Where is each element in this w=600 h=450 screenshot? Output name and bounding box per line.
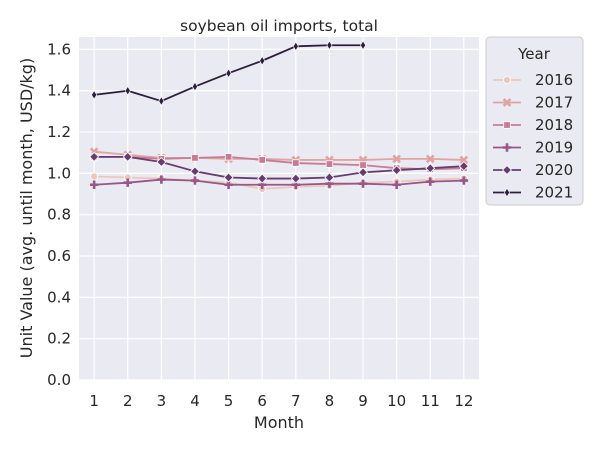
- legend-swatch-marker: [504, 187, 510, 198]
- data-point: [259, 55, 266, 66]
- legend-label: 2021: [535, 184, 573, 202]
- x-tick-label: 5: [224, 392, 234, 410]
- data-point: [459, 176, 469, 185]
- x-tick-label: 4: [190, 392, 200, 410]
- legend-swatch-marker: [502, 76, 511, 85]
- y-ticks: 0.0 0.2 0.4 0.6 0.8 1.0 1.2 1.4 1.6: [47, 40, 71, 389]
- series-line: [94, 178, 464, 186]
- legend-item-2019: 2019: [493, 139, 573, 157]
- legend-swatch-marker: [502, 98, 512, 107]
- legend-label: 2016: [535, 71, 573, 89]
- legend-title: Year: [517, 45, 551, 63]
- data-point: [358, 167, 368, 178]
- x-tick-label: 12: [454, 392, 473, 410]
- y-tick-label: 1.0: [47, 164, 71, 182]
- data-point: [224, 153, 233, 161]
- y-tick-label: 1.2: [47, 123, 71, 141]
- data-point: [292, 41, 299, 52]
- data-point: [425, 154, 435, 164]
- y-tick-label: 1.6: [47, 40, 71, 58]
- data-point: [392, 154, 401, 164]
- legend-label: 2017: [535, 94, 573, 112]
- data-point: [326, 40, 333, 51]
- legend-item-2016: 2016: [493, 71, 573, 89]
- series-2020: [89, 151, 469, 184]
- data-point: [325, 160, 334, 168]
- y-tick-label: 0.6: [47, 247, 71, 265]
- data-point: [225, 68, 232, 78]
- legend-item-2020: 2020: [493, 161, 573, 179]
- data-point: [157, 175, 166, 184]
- legend: Year 2016 2017 2018 2019 2020 2021: [485, 36, 584, 206]
- data-point: [426, 177, 435, 186]
- data-point: [458, 161, 469, 172]
- series-line: [94, 175, 464, 190]
- data-point: [91, 90, 98, 100]
- series-2021: [91, 40, 366, 106]
- data-point: [89, 151, 100, 162]
- legend-item-2018: 2018: [493, 116, 573, 134]
- legend-item-2021: 2021: [493, 184, 573, 202]
- data-point: [190, 166, 200, 177]
- x-tick-label: 8: [325, 392, 335, 410]
- x-tick-label: 10: [387, 392, 406, 410]
- plot-background: [79, 37, 479, 380]
- x-tick-label: 11: [421, 392, 440, 410]
- x-tick-label: 2: [123, 392, 133, 410]
- data-point: [324, 172, 335, 183]
- y-tick-label: 0.4: [47, 288, 71, 306]
- data-point: [258, 156, 266, 164]
- data-point: [192, 81, 198, 92]
- data-point: [257, 173, 268, 184]
- series-line: [94, 155, 464, 180]
- data-point: [123, 178, 132, 187]
- data-point: [191, 154, 199, 162]
- data-point: [90, 172, 99, 181]
- x-ticks: 1 2 3 4 5 6 7 8 9 10 11 12: [89, 392, 473, 410]
- x-tick-label: 3: [157, 392, 167, 410]
- series-2019: [89, 175, 469, 189]
- y-tick-label: 0.2: [47, 330, 71, 348]
- series-line: [94, 155, 464, 171]
- y-axis-label: Unit Value (avg. until month, USD/kg): [17, 58, 36, 358]
- data-point: [156, 157, 167, 167]
- x-tick-label: 9: [358, 392, 368, 410]
- data-point: [190, 176, 200, 185]
- data-point: [358, 179, 368, 188]
- x-tick-label: 1: [89, 392, 99, 410]
- legend-label: 2020: [535, 161, 573, 179]
- x-tick-label: 7: [291, 392, 301, 410]
- data-point: [459, 155, 469, 165]
- series-layer: [89, 40, 469, 193]
- x-tick-label: 6: [257, 392, 267, 410]
- legend-swatch-marker: [502, 143, 512, 152]
- data-point: [124, 85, 131, 96]
- data-point: [158, 96, 165, 106]
- data-point: [290, 173, 301, 184]
- legend-swatch-marker: [502, 165, 512, 175]
- data-point: [122, 151, 133, 162]
- data-point: [425, 163, 436, 174]
- legend-label: 2018: [535, 116, 573, 134]
- y-tick-label: 1.4: [47, 82, 71, 100]
- y-tick-label: 0.8: [47, 206, 71, 224]
- data-point: [360, 40, 366, 51]
- chart-title: soybean oil imports, total: [180, 17, 378, 35]
- data-point: [392, 180, 401, 189]
- legend-label: 2019: [535, 139, 573, 157]
- data-point: [391, 165, 402, 176]
- data-point: [223, 172, 234, 183]
- data-point: [89, 180, 99, 189]
- x-axis-label: Month: [254, 413, 304, 432]
- legend-item-2017: 2017: [493, 94, 573, 112]
- series-line: [94, 150, 464, 161]
- legend-items: 2016 2017 2018 2019 2020 2021: [493, 71, 573, 202]
- legend-swatch-marker: [503, 121, 511, 129]
- data-point: [292, 159, 300, 167]
- y-tick-label: 0.0: [47, 371, 71, 389]
